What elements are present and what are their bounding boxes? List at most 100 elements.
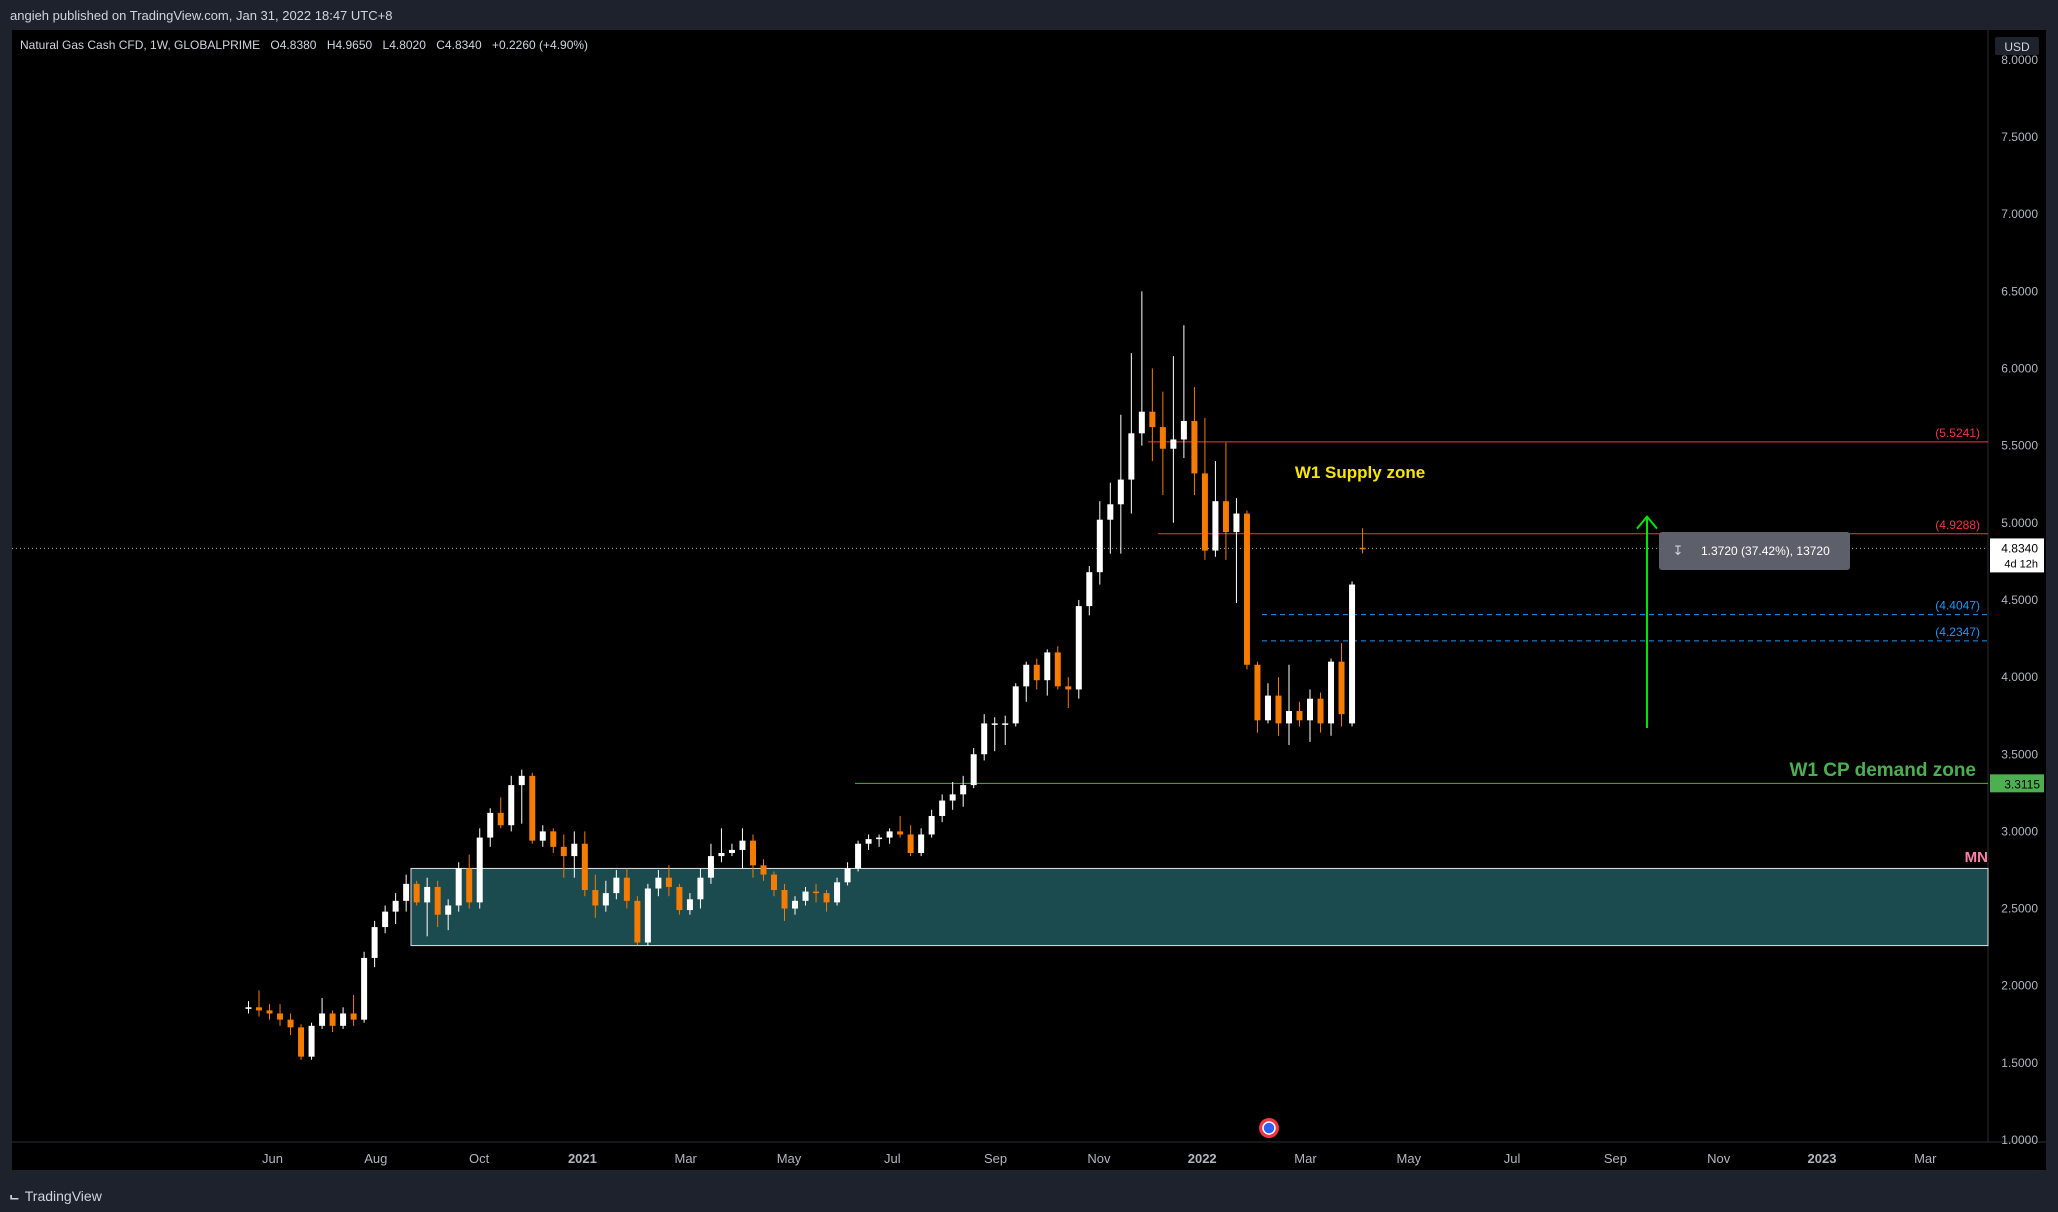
candle [434, 880, 441, 928]
candle [602, 880, 609, 912]
candle-body [634, 900, 641, 943]
candle-body [1149, 411, 1156, 428]
candle-body [949, 794, 956, 801]
symbol-name[interactable]: Natural Gas Cash CFD, 1W, GLOBALPRIME [20, 38, 261, 52]
candle [1065, 677, 1072, 708]
candle-body [413, 883, 420, 903]
candle-body [298, 1027, 305, 1057]
legend-close: C4.8340 [436, 38, 482, 52]
candle-body [445, 905, 452, 915]
candle-body [802, 891, 809, 901]
candle-body [813, 891, 820, 894]
demand-zone-box [410, 867, 1989, 947]
candle [266, 1004, 273, 1020]
candle [1296, 701, 1303, 727]
currency-label: USD [2004, 40, 2030, 54]
candle-body [1317, 698, 1324, 724]
candle-body [571, 843, 578, 857]
candle-body [361, 957, 368, 1020]
legend-change: +0.2260 (+4.90%) [491, 38, 589, 52]
legend-high: H4.9650 [326, 38, 373, 52]
plot-area [12, 30, 1988, 1142]
candle-body [792, 900, 799, 909]
time-tick-label: Aug [364, 1151, 387, 1166]
candle-body [319, 1013, 326, 1026]
candle [970, 748, 977, 789]
candle [981, 714, 988, 761]
candle-body [245, 1007, 252, 1009]
candle-body [434, 886, 441, 915]
candle [939, 794, 946, 823]
level-label-supply-lower: (4.9288) [1935, 518, 1980, 532]
time-tick-label: Jul [1504, 1151, 1521, 1166]
candle-body [897, 831, 904, 835]
candle-body [539, 831, 546, 841]
candle [1317, 692, 1324, 733]
candle-body [1086, 572, 1093, 607]
candle-body [1349, 584, 1356, 724]
candle-body [623, 877, 630, 901]
candle-body [739, 840, 746, 850]
candle-body [403, 883, 410, 901]
candle-body [834, 882, 841, 903]
candle [1096, 501, 1103, 585]
tradingview-logo[interactable]: ⨽ TradingView [10, 1187, 102, 1204]
candle [802, 886, 809, 906]
candle-body [1328, 661, 1335, 724]
candle-body [1359, 547, 1366, 550]
candle [518, 769, 525, 824]
candle-body [876, 837, 883, 840]
price-tick-label: 2.5000 [2001, 902, 2038, 916]
candle-body [707, 856, 714, 878]
candle [340, 1007, 347, 1029]
candle [844, 862, 851, 886]
candle [865, 834, 872, 850]
candle-body [771, 874, 777, 891]
candle [497, 797, 504, 829]
candle [424, 877, 431, 937]
candle-body [960, 785, 967, 795]
candle [686, 893, 693, 915]
candle [834, 877, 841, 906]
tradingview-logo-icon: ⨽ [10, 1187, 19, 1204]
time-tick-label: Oct [469, 1151, 490, 1166]
candle-body [476, 837, 483, 903]
candle [560, 834, 567, 878]
candle-body [1012, 686, 1019, 724]
candle-body [1170, 439, 1177, 449]
candle [392, 893, 399, 924]
candle [382, 905, 389, 934]
candle [1212, 461, 1219, 557]
candle [1233, 498, 1240, 604]
candle-body [1075, 606, 1082, 690]
candle [1033, 658, 1040, 690]
time-tick-label: 2023 [1808, 1151, 1837, 1166]
bottom-bar: ⨽ TradingView [0, 1178, 2058, 1212]
candle [1075, 599, 1082, 699]
candle-body [749, 840, 756, 866]
candle-body [823, 893, 830, 903]
price-tick-label: 7.0000 [2001, 207, 2038, 221]
candle-body [718, 853, 725, 857]
candle [907, 825, 914, 857]
symbol-legend: Natural Gas Cash CFD, 1W, GLOBALPRIME O4… [20, 38, 595, 52]
candle [1159, 391, 1166, 496]
candle-body [1191, 420, 1198, 474]
time-tick-label: Mar [1294, 1151, 1317, 1166]
candle-body [1233, 513, 1240, 533]
candle [707, 843, 714, 884]
candle [1149, 368, 1156, 462]
time-tick-label: Sep [984, 1151, 1007, 1166]
candle-body [1138, 411, 1145, 434]
candle [1264, 683, 1271, 724]
candle [529, 772, 536, 844]
candle [739, 828, 746, 869]
candle [361, 951, 368, 1023]
candle-body [1285, 711, 1292, 724]
candle [445, 899, 452, 931]
candle-body [497, 812, 504, 826]
candle [1107, 482, 1114, 554]
price-tick-label: 3.5000 [2001, 747, 2038, 761]
candle-body [550, 831, 557, 847]
